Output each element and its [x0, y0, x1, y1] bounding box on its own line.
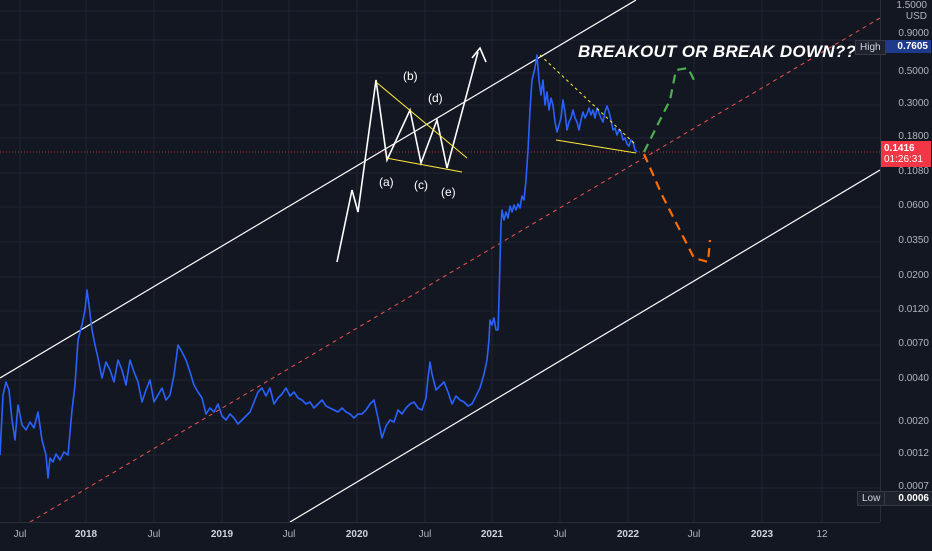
wave-label-a: (a) — [379, 175, 394, 189]
price-chart[interactable]: (a) (b) (c) (d) (e) — [0, 0, 880, 522]
price-tick: 0.0070 — [898, 338, 929, 349]
price-tick: 0.0200 — [898, 270, 929, 281]
high-label: High — [855, 40, 886, 55]
time-tick-year: 2022 — [616, 529, 640, 540]
time-tick-year: 2019 — [210, 529, 234, 540]
low-value-badge: 0.0006 — [881, 491, 932, 506]
price-tick: 0.0120 — [898, 304, 929, 315]
elliott-wave-arrowhead — [471, 46, 487, 63]
countdown-timer: 01:26:31 — [884, 154, 923, 165]
currency-label: 1.5000 USD — [885, 0, 927, 22]
time-tick: Jul — [687, 529, 701, 540]
price-tick: 0.0600 — [898, 200, 929, 211]
price-tick: 0.3000 — [898, 98, 929, 109]
wave-label-b: (b) — [403, 69, 418, 83]
time-tick-year: 2021 — [480, 529, 504, 540]
time-tick-year: 2023 — [750, 529, 774, 540]
wave-label-e: (e) — [441, 185, 456, 199]
vertical-grid — [19, 0, 823, 522]
price-axis[interactable]: 1.5000 USD 0.9000 0.5000 0.3000 0.1800 0… — [880, 0, 932, 522]
wave-triangle-upper — [375, 81, 468, 159]
wave-triangle-lower — [385, 157, 463, 173]
time-tick: Jul — [418, 529, 432, 540]
breakdown-arrow — [642, 153, 712, 264]
channel-upper-line[interactable] — [0, 0, 637, 379]
price-line — [0, 54, 638, 479]
low-label: Low — [857, 491, 886, 506]
time-tick: Jul — [147, 529, 161, 540]
price-tick: 0.0020 — [898, 416, 929, 427]
price-tick: 0.9000 — [898, 28, 929, 39]
price-tick: 0.5000 — [898, 66, 929, 77]
current-price-value: 0.1416 — [884, 143, 915, 154]
high-value-badge: 0.7605 — [881, 40, 931, 53]
breakout-arrow — [643, 66, 695, 153]
chart-annotation: BREAKOUT OR BREAK DOWN?? — [578, 42, 857, 61]
channel-midline[interactable] — [29, 17, 880, 522]
price-triangle-upper — [539, 54, 637, 146]
wave-label-c: (c) — [414, 178, 428, 192]
tick-top: 1.5000 — [896, 0, 927, 11]
time-tick: 12 — [816, 529, 828, 540]
horizontal-grid — [0, 10, 880, 489]
time-tick: Jul — [13, 529, 27, 540]
wave-label-d: (d) — [428, 91, 443, 105]
time-tick: Jul — [282, 529, 296, 540]
time-tick: Jul — [553, 529, 567, 540]
currency-unit: USD — [905, 11, 927, 22]
price-tick: 0.0007 — [898, 481, 929, 492]
price-tick: 0.1080 — [898, 166, 929, 177]
time-tick-year: 2018 — [74, 529, 98, 540]
elliott-wave-path — [336, 51, 479, 263]
price-tick: 0.0350 — [898, 235, 929, 246]
price-triangle-lower — [555, 139, 637, 154]
price-tick: 0.1800 — [898, 131, 929, 142]
price-tick: 0.0012 — [898, 448, 929, 459]
price-tick: 0.0040 — [898, 373, 929, 384]
channel-lower-line[interactable] — [289, 169, 880, 522]
current-price-badge: 0.1416 01:26:31 — [881, 141, 931, 167]
time-tick-year: 2020 — [345, 529, 369, 540]
time-axis[interactable]: Jul 2018 Jul 2019 Jul 2020 Jul 2021 Jul … — [0, 522, 880, 551]
